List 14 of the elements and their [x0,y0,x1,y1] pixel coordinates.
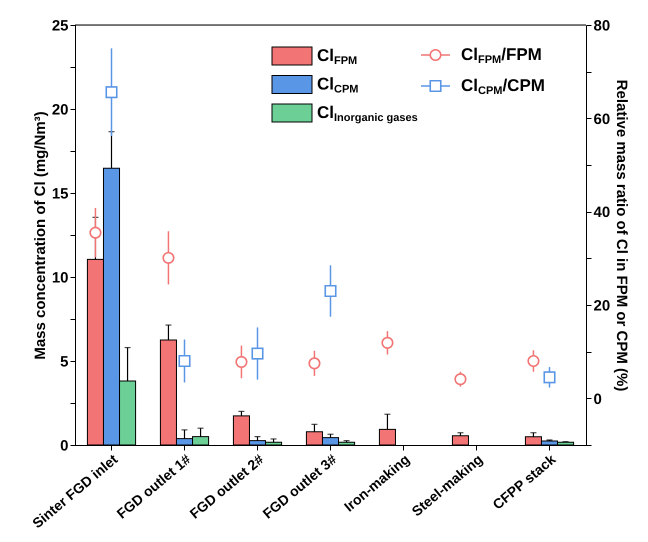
text: /CPM [502,76,545,95]
y-tick-label: 15 [52,186,68,202]
y-tick-label: 10 [52,270,68,286]
y-tick-label: 0 [60,438,68,454]
y2-tick-label: 20 [594,298,610,314]
y-axis-title: Mass concentration of Cl (mg/Nm³) [32,111,49,360]
y-tick-label: 20 [52,102,68,118]
y2-tick-label: 80 [594,18,610,34]
y2-tick-label: 60 [594,110,610,128]
y2-tick-label: 40 [594,204,610,222]
y-tick-label: 5 [60,354,68,370]
y2-axis-title: Relative mass ratio of Cl in FPM or CPM (%) [613,80,630,392]
y2-tick-label: 0 [594,390,602,408]
y-tick-label: 25 [52,18,68,34]
